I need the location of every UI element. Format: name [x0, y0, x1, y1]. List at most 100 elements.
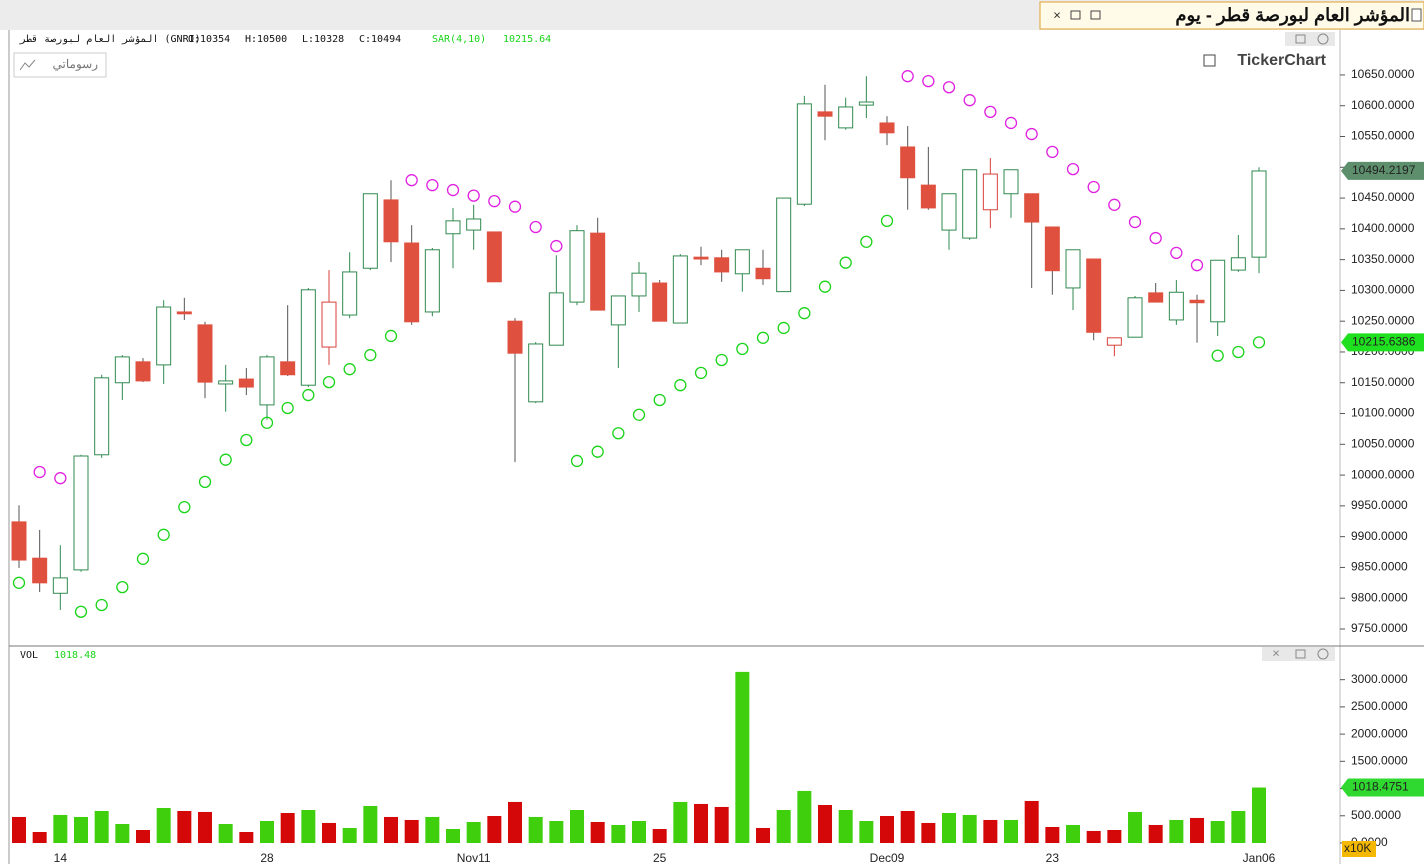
candle-body [900, 146, 916, 179]
sar-point [653, 393, 666, 407]
volume-bar [735, 671, 750, 843]
volume-bar [404, 819, 419, 843]
drawings-button[interactable] [13, 52, 107, 78]
pane-maximize[interactable] [1295, 649, 1306, 659]
candle-body [156, 306, 172, 366]
volume-bar [1252, 787, 1267, 843]
sar-point [1004, 116, 1018, 130]
sar-point [384, 329, 398, 343]
y-tick-label: 3000.0000 [1351, 672, 1408, 686]
sar-point [942, 81, 956, 94]
sar-point [1252, 336, 1266, 349]
sar-point [74, 605, 88, 618]
candle-body [734, 249, 750, 275]
title-checkbox[interactable] [1411, 8, 1422, 22]
x-tick-label: 25 [653, 851, 667, 864]
detach-button[interactable] [1090, 10, 1101, 20]
restore-button[interactable] [1070, 10, 1081, 20]
candle-body [693, 256, 709, 260]
sar-point [116, 580, 129, 594]
candle-body [280, 361, 296, 376]
y-tick-label: 9750.0000 [1351, 621, 1408, 635]
volume-value: 1018.48 [54, 650, 96, 661]
x-tick-label: Jan06 [1243, 851, 1276, 864]
candle-body [135, 361, 151, 382]
volume-bar [156, 807, 171, 843]
candle-body [383, 199, 399, 243]
candle-body [1189, 299, 1205, 304]
volume-bar [549, 821, 564, 843]
pane-settings[interactable] [1317, 33, 1329, 45]
candle-body [1044, 226, 1060, 272]
candle-body [1065, 249, 1081, 289]
volume-bar [74, 816, 89, 843]
volume-bar [342, 827, 357, 843]
ohlc-label: C:10494 [359, 34, 401, 45]
pane-controls [1262, 647, 1335, 661]
ohlc-label: H:10500 [245, 34, 287, 45]
sar-point [818, 280, 832, 293]
last-close-label-bg [1341, 161, 1424, 180]
sar-point [715, 353, 728, 367]
sar-point [756, 331, 770, 344]
sar-point [488, 194, 501, 208]
candle-body [631, 272, 647, 297]
candle-body [52, 577, 68, 594]
pane-settings[interactable] [1317, 648, 1329, 660]
sar-point [901, 70, 914, 83]
volume-bar [673, 801, 688, 843]
candle-body [11, 521, 27, 561]
sar-point [302, 388, 315, 402]
multiplier: x10K [1344, 841, 1371, 855]
sar-point [240, 433, 253, 447]
volume-bar [260, 821, 275, 843]
drawings-icon [19, 59, 36, 71]
x-tick-label: 28 [260, 851, 274, 864]
volume-bar [1210, 821, 1225, 843]
y-tick-label: 10000.0000 [1351, 467, 1415, 481]
candle-body [300, 289, 316, 386]
candle-body [1086, 258, 1102, 333]
candle-body [1024, 193, 1040, 223]
volume-bar [446, 829, 461, 843]
y-tick-label: 9950.0000 [1351, 498, 1408, 512]
pane-maximize[interactable] [1295, 34, 1306, 44]
sar-point [1128, 215, 1142, 229]
volume-bar [900, 810, 915, 843]
close-button[interactable]: × [1053, 7, 1061, 22]
y-tick-label: 2500.0000 [1351, 699, 1408, 713]
volume-bar [714, 806, 729, 843]
sar-point [1066, 162, 1080, 176]
volume-bar [177, 810, 192, 843]
volume-bar [425, 816, 440, 843]
volume-last-label-bg [1341, 778, 1424, 797]
y-tick-label: 10350.0000 [1351, 252, 1415, 266]
y-tick-label: 10600.0000 [1351, 98, 1415, 112]
volume-bar [280, 813, 295, 843]
sar-point [12, 576, 26, 589]
candle-body [1106, 337, 1122, 346]
sar-point [1087, 180, 1100, 194]
sar-point [95, 598, 108, 612]
candle-body [962, 169, 978, 239]
volume-bar [1107, 829, 1122, 843]
candle-body [404, 242, 420, 323]
volume-bar [53, 814, 68, 843]
candle-body [114, 356, 130, 384]
sar-point [1211, 349, 1224, 362]
y-tick-label: 2000.0000 [1351, 726, 1408, 740]
sar-point [1025, 127, 1038, 141]
sar-point [612, 427, 625, 440]
pane-close[interactable]: × [1272, 645, 1280, 660]
volume-bar [838, 810, 853, 843]
sar-point [963, 94, 976, 107]
y-tick-label: 10300.0000 [1351, 283, 1415, 297]
volume-bar [694, 803, 709, 843]
volume-bar [115, 823, 130, 843]
sar-point [1046, 145, 1059, 159]
sar-point [984, 105, 997, 119]
sar-point [777, 321, 790, 335]
volume-bar [384, 816, 399, 843]
candle-body [920, 184, 936, 209]
drawings-button-label: رسوماتي [53, 57, 99, 71]
